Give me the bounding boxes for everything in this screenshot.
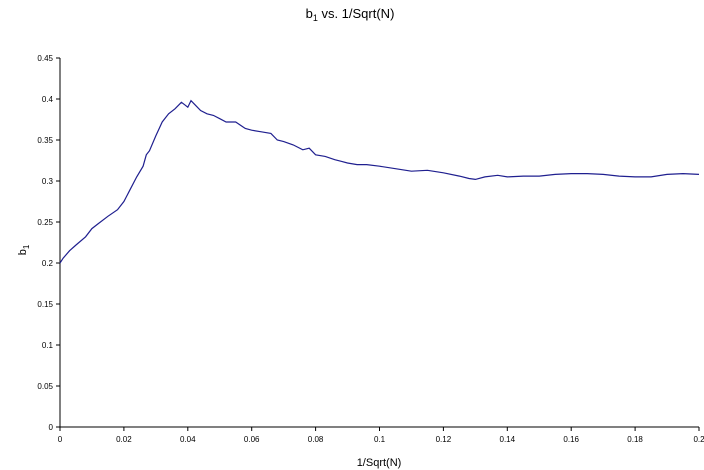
x-tick-label: 0.04 (180, 435, 196, 444)
x-tick-label: 0.18 (627, 435, 643, 444)
x-tick-label: 0.12 (436, 435, 452, 444)
y-tick-label: 0.3 (42, 177, 54, 186)
x-tick-label: 0 (58, 435, 63, 444)
y-tick-label: 0.05 (37, 382, 53, 391)
chart-title: b1 vs. 1/Sqrt(N) (306, 6, 395, 23)
y-tick-label: 0.25 (37, 218, 53, 227)
y-tick-label: 0.45 (37, 54, 53, 63)
axes (59, 58, 699, 428)
y-tick-label: 0.15 (37, 300, 53, 309)
x-tick-label: 0.2 (693, 435, 704, 444)
x-tick-label: 0.06 (244, 435, 260, 444)
y-tick-label: 0 (49, 423, 54, 432)
x-tick-label: 0.1 (374, 435, 386, 444)
y-axis-label: b1 (17, 244, 31, 255)
series-line (59, 99, 700, 264)
y-tick-label: 0.2 (42, 259, 54, 268)
x-tick-label: 0.16 (563, 435, 579, 444)
y-tick-label: 0.1 (42, 341, 54, 350)
x-tick-label: 0.02 (116, 435, 132, 444)
x-tick-label: 0.08 (308, 435, 324, 444)
y-tick-label: 0.35 (37, 136, 53, 145)
y-tick-label: 0.4 (42, 95, 54, 104)
x-axis-label: 1/Sqrt(N) (357, 457, 402, 469)
x-tick-label: 0.14 (500, 435, 516, 444)
